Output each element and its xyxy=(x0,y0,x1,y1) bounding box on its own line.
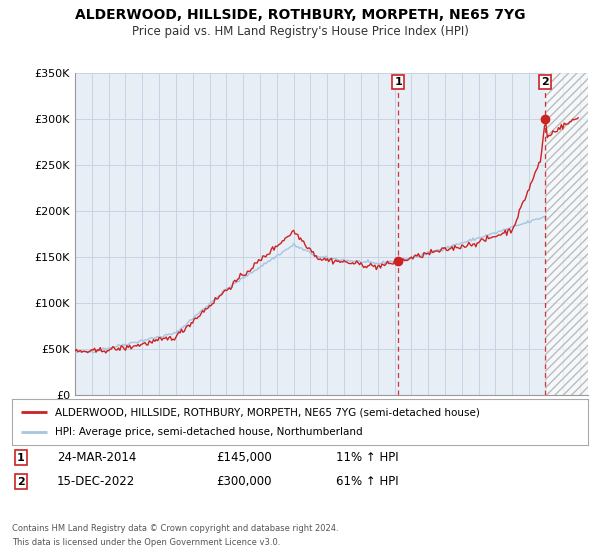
Text: 1: 1 xyxy=(17,452,25,463)
Text: 1: 1 xyxy=(394,77,402,87)
Text: 11% ↑ HPI: 11% ↑ HPI xyxy=(336,451,398,464)
Text: £145,000: £145,000 xyxy=(216,451,272,464)
Text: This data is licensed under the Open Government Licence v3.0.: This data is licensed under the Open Gov… xyxy=(12,538,280,547)
Text: 61% ↑ HPI: 61% ↑ HPI xyxy=(336,475,398,488)
Text: £300,000: £300,000 xyxy=(216,475,271,488)
Text: Price paid vs. HM Land Registry's House Price Index (HPI): Price paid vs. HM Land Registry's House … xyxy=(131,25,469,38)
Text: 2: 2 xyxy=(541,77,549,87)
Text: Contains HM Land Registry data © Crown copyright and database right 2024.: Contains HM Land Registry data © Crown c… xyxy=(12,524,338,533)
Text: ALDERWOOD, HILLSIDE, ROTHBURY, MORPETH, NE65 7YG: ALDERWOOD, HILLSIDE, ROTHBURY, MORPETH, … xyxy=(75,8,525,22)
Bar xyxy=(545,73,588,395)
Text: 24-MAR-2014: 24-MAR-2014 xyxy=(57,451,136,464)
Text: 15-DEC-2022: 15-DEC-2022 xyxy=(57,475,135,488)
Text: ALDERWOOD, HILLSIDE, ROTHBURY, MORPETH, NE65 7YG (semi-detached house): ALDERWOOD, HILLSIDE, ROTHBURY, MORPETH, … xyxy=(55,407,480,417)
Text: HPI: Average price, semi-detached house, Northumberland: HPI: Average price, semi-detached house,… xyxy=(55,427,363,437)
Bar xyxy=(545,73,588,395)
Text: 2: 2 xyxy=(17,477,25,487)
